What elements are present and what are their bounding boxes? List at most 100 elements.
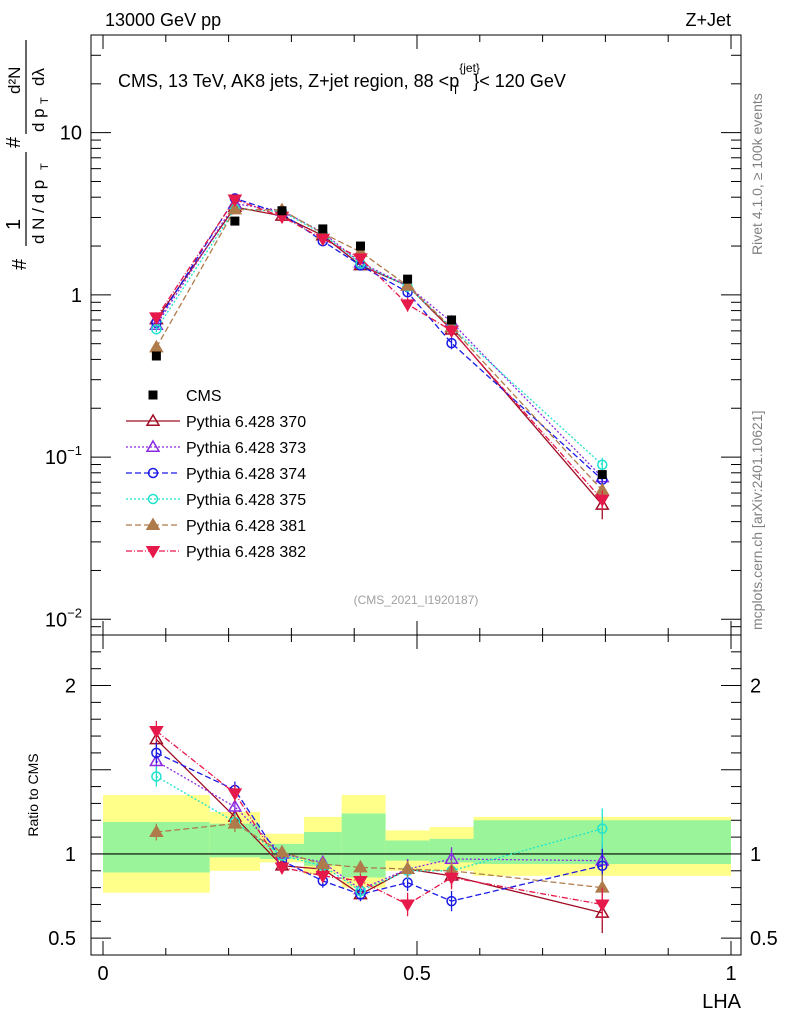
series-5-ratio-point-6 xyxy=(444,872,459,886)
x-tick-label-2: 1 xyxy=(725,963,736,985)
series-5-ratio-point-7 xyxy=(594,899,610,912)
cms-point-1 xyxy=(230,216,240,226)
series-5-main-point-1 xyxy=(227,194,243,207)
ratio-y-axis-label: Ratio to CMS xyxy=(25,753,41,836)
legend-cms-marker xyxy=(148,390,158,400)
legend-marker-5 xyxy=(145,546,161,559)
series-4-ratio-point-1 xyxy=(227,816,243,829)
series-5 xyxy=(149,194,610,922)
series-4-ratio-point-0 xyxy=(149,824,164,838)
cms-point-4 xyxy=(355,241,365,251)
series-5-ratio-point-2 xyxy=(274,862,290,875)
cms-point-2 xyxy=(277,206,287,216)
series-5-ratio-point-5 xyxy=(400,899,415,912)
series-layer xyxy=(149,193,610,934)
header-left-label: 13000 GeV pp xyxy=(105,10,221,30)
series-4-main-line xyxy=(155,208,603,491)
main-title: CMS, 13 TeV, AK8 jets, Z+jet region, 88 … xyxy=(118,61,566,97)
header-right-label: Z+Jet xyxy=(685,10,731,30)
series-5-main-line xyxy=(155,198,603,501)
series-1-ratio-point-0 xyxy=(149,753,164,767)
y-tick-label-main-3: 10 xyxy=(60,123,82,145)
ylabel-dpt: d p xyxy=(29,108,48,132)
ratio-panel-frame xyxy=(90,634,742,956)
series-5-ratio-point-0 xyxy=(149,726,164,739)
y-tick-label-ratio-2: 2 xyxy=(65,676,76,698)
series-4-ratio-point-2 xyxy=(274,844,290,858)
series-5-main-point-4 xyxy=(353,253,368,266)
series-3-main-line xyxy=(155,208,603,466)
y-tick-label-ratio-right-2: 2 xyxy=(750,676,761,698)
series-4 xyxy=(149,201,610,902)
series-0-main-line xyxy=(155,206,603,506)
ylabel-d2n: d²N xyxy=(5,67,24,94)
cms-point-3 xyxy=(318,224,328,234)
series-4-ratio-line xyxy=(156,822,603,889)
ylabel-dn-dpt: d N / d p xyxy=(29,180,48,244)
series-5-main-point-5 xyxy=(400,299,415,312)
ylabel-t1: T xyxy=(39,163,51,170)
y-tick-label-ratio-1: 1 xyxy=(65,844,76,866)
series-3-ratio-point-0 xyxy=(151,771,162,782)
series-2-main-line xyxy=(155,197,603,481)
series-4-main-point-5 xyxy=(400,278,415,291)
series-5-ratio-line xyxy=(155,730,603,906)
series-5-ratio-point-1 xyxy=(227,788,243,801)
series-1-ratio-point-1 xyxy=(227,799,243,812)
analysis-watermark: (CMS_2021_I1920187) xyxy=(354,593,479,607)
series-4-ratio-point-5 xyxy=(400,861,415,875)
y-tick-label-main-0: 10−2 xyxy=(45,605,82,631)
series-3-ratio-line xyxy=(156,775,603,892)
series-4-main-point-0 xyxy=(149,339,164,353)
cms-point-6 xyxy=(447,315,457,325)
series-1-ratio-line xyxy=(156,760,603,891)
x-tick-label-0: 0 xyxy=(97,963,108,985)
rivet-label: Rivet 4.1.0, ≥ 100k events xyxy=(749,93,765,255)
ylabel-dlambda: dλ xyxy=(29,68,48,86)
series-5-main-point-3 xyxy=(315,233,331,247)
ratio-uncertainty-bands xyxy=(103,795,731,893)
main-y-axis-label: # 1 d N / d p T # d²N d p T dλ xyxy=(3,40,51,270)
y-tick-label-main-2: 1 xyxy=(71,285,82,307)
series-1-main-line xyxy=(155,202,603,478)
band-inner-5 xyxy=(385,840,430,861)
main-title-prefix: CMS, 13 TeV, AK8 jets, Z+jet region, 88 … xyxy=(118,71,459,91)
series-4-ratio-point-4 xyxy=(353,859,368,873)
axis-ticks: 0 0.5 1 10−2 10−1 1 10 0.5 0.5 1 1 2 2 xyxy=(45,34,778,985)
ylabel-hash2: # xyxy=(3,136,25,148)
ylabel-hash: # xyxy=(9,258,31,270)
cms-point-0 xyxy=(151,351,161,361)
y-tick-label-ratio-right-1: 1 xyxy=(750,844,761,866)
series-2-ratio-line xyxy=(156,752,603,902)
ylabel-t2: T xyxy=(39,97,51,104)
cms-data-layer xyxy=(151,206,607,480)
series-4-ratio-point-3 xyxy=(315,856,331,870)
series-2-ratio-point-7 xyxy=(597,860,608,871)
legend-marker-0 xyxy=(145,413,161,426)
series-0-ratio-line xyxy=(155,738,603,914)
cms-point-7 xyxy=(597,470,607,480)
legend: CMS Pythia 6.428 370 Pythia 6.428 373 Pythi… xyxy=(126,388,306,561)
x-tick-label-1: 0.5 xyxy=(403,963,431,985)
legend-label-5: Pythia 6.428 382 xyxy=(186,544,306,561)
legend-marker-2 xyxy=(147,467,159,479)
legend-label-1: Pythia 6.428 373 xyxy=(186,440,306,457)
series-2-main-point-6 xyxy=(446,337,457,349)
y-tick-label-ratio-0: 0.5 xyxy=(48,928,76,950)
legend-marker-4 xyxy=(145,517,161,530)
series-4-main-point-1 xyxy=(227,201,243,215)
series-2-ratio-point-6 xyxy=(446,895,457,907)
y-tick-label-ratio-right-0: 0.5 xyxy=(750,928,778,950)
main-title-sup: {jet} xyxy=(459,61,480,75)
series-2-ratio-point-0 xyxy=(151,747,162,759)
x-axis-label: LHA xyxy=(702,991,742,1013)
series-5-main-point-0 xyxy=(149,312,164,325)
cms-point-5 xyxy=(403,274,413,284)
series-3-ratio-point-7 xyxy=(597,823,608,834)
y-tick-label-main-1: 10−1 xyxy=(45,443,82,469)
ylabel-one: 1 xyxy=(3,219,25,230)
main-title-sub: T xyxy=(452,83,460,97)
series-3-main-point-7 xyxy=(597,459,608,470)
legend-label-3: Pythia 6.428 375 xyxy=(186,492,306,509)
